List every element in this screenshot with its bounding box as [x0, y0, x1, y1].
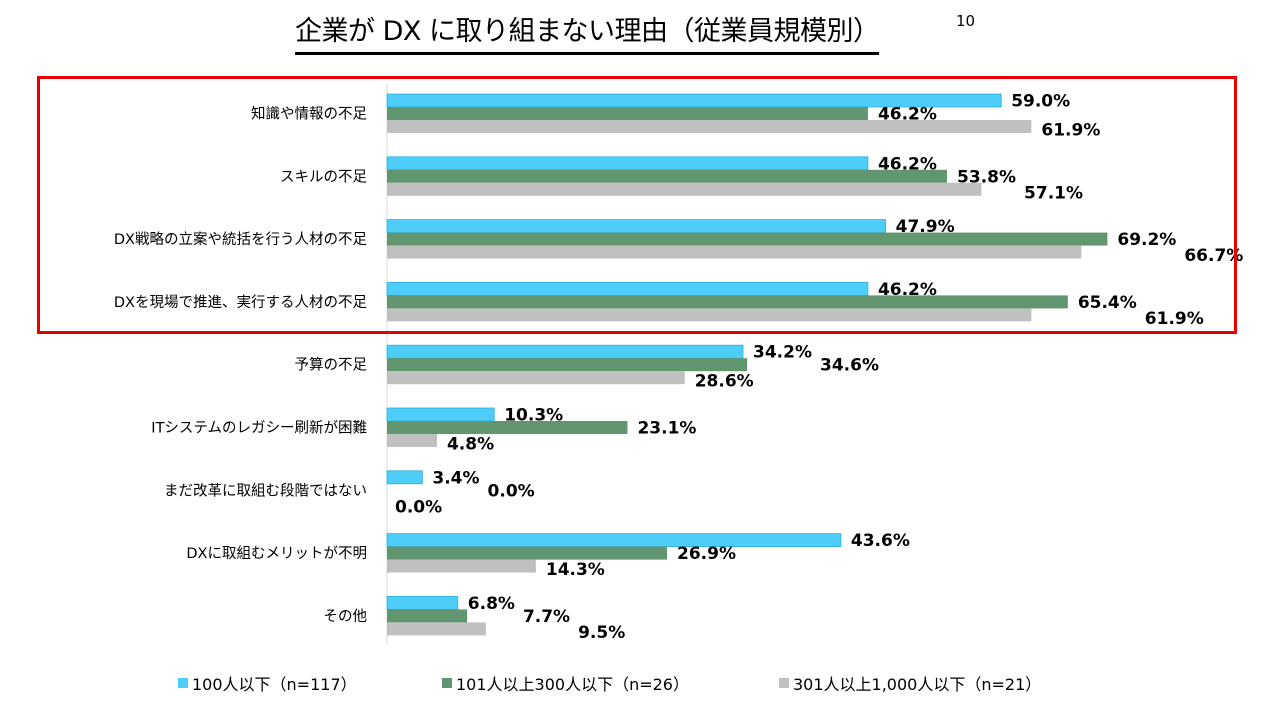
data-label: 53.8% — [957, 167, 1016, 187]
bar — [386, 533, 842, 547]
bar — [387, 182, 982, 196]
legend-item: 301人以上1,000人以下（n=21） — [779, 671, 1041, 695]
data-label: 3.4% — [432, 468, 479, 488]
data-label: 43.6% — [851, 531, 910, 551]
data-label: 59.0% — [1011, 92, 1070, 112]
data-label: 0.0% — [395, 497, 442, 517]
data-label: 61.9% — [1145, 309, 1204, 329]
bar — [387, 434, 437, 447]
legend-swatch — [178, 678, 188, 688]
bar — [387, 107, 868, 120]
category-label: ITシステムのレガシー刷新が困難 — [151, 420, 367, 437]
bar — [387, 295, 1068, 309]
bar — [387, 609, 468, 623]
bar — [387, 622, 486, 636]
bar — [387, 245, 1082, 259]
data-label: 26.9% — [677, 544, 736, 564]
bar — [386, 344, 744, 359]
legend-label: 301人以上1,000人以下（n=21） — [793, 675, 1042, 694]
bar — [387, 358, 748, 372]
data-label: 34.2% — [753, 343, 812, 363]
category-label: DXを現場で推進、実行する人材の不足 — [114, 294, 367, 311]
data-label: 69.2% — [1117, 230, 1176, 250]
data-label: 23.1% — [637, 419, 696, 439]
data-label: 46.2% — [878, 280, 937, 300]
legend-label: 101人以上300人以下（n=26） — [456, 675, 689, 694]
legend-swatch — [779, 678, 789, 688]
bar — [386, 470, 423, 485]
highlight-box — [37, 76, 1237, 334]
data-label: 10.3% — [504, 406, 563, 426]
category-label: 予算の不足 — [295, 357, 368, 374]
data-label: 47.9% — [896, 217, 955, 237]
data-label: 57.1% — [1024, 183, 1083, 203]
data-label: 6.8% — [468, 594, 515, 614]
data-label: 14.3% — [546, 560, 605, 580]
bar — [387, 371, 685, 385]
data-label: 61.9% — [1041, 121, 1100, 141]
bar — [387, 308, 1032, 322]
bar — [386, 407, 495, 422]
bar — [387, 421, 628, 434]
bar — [387, 232, 1108, 246]
bar — [387, 120, 1032, 133]
legend-label: 100人以下（n=117） — [192, 675, 357, 694]
data-label: 0.0% — [488, 481, 535, 501]
category-label: その他 — [324, 608, 368, 625]
category-label: DXに取組むメリットが不明 — [186, 545, 367, 562]
data-label: 7.7% — [523, 607, 570, 627]
category-label: DX戦略の立案や統括を行う人材の不足 — [114, 230, 367, 248]
chart-title: 企業が DX に取り組まない理由（従業員規模別） — [295, 14, 880, 55]
bar-chart: 知識や情報の不足 59.0% 46.2% 61.9% スキルの不足 46.2% 53.8% 5… — [114, 84, 1243, 645]
bar — [386, 596, 459, 610]
legend-item: 101人以上300人以下（n=26） — [442, 671, 689, 695]
data-label: 65.4% — [1078, 293, 1137, 313]
category-label: まだ改革に取組む段階ではない — [164, 482, 367, 499]
bar — [387, 559, 536, 573]
data-label: 9.5% — [578, 623, 625, 643]
bar — [387, 546, 668, 560]
category-label: 知識や情報の不足 — [251, 106, 367, 123]
data-label: 46.2% — [878, 105, 937, 125]
category-label: スキルの不足 — [280, 168, 367, 185]
data-label: 4.8% — [447, 435, 494, 455]
legend-item: 100人以下（n=117） — [178, 671, 357, 695]
bar — [387, 169, 948, 183]
data-label: 46.2% — [878, 154, 937, 174]
title-footnote: 10 — [956, 12, 976, 30]
legend-swatch — [442, 678, 452, 688]
data-label: 34.6% — [820, 356, 879, 376]
data-label: 66.7% — [1184, 246, 1243, 266]
data-label: 28.6% — [695, 372, 754, 392]
